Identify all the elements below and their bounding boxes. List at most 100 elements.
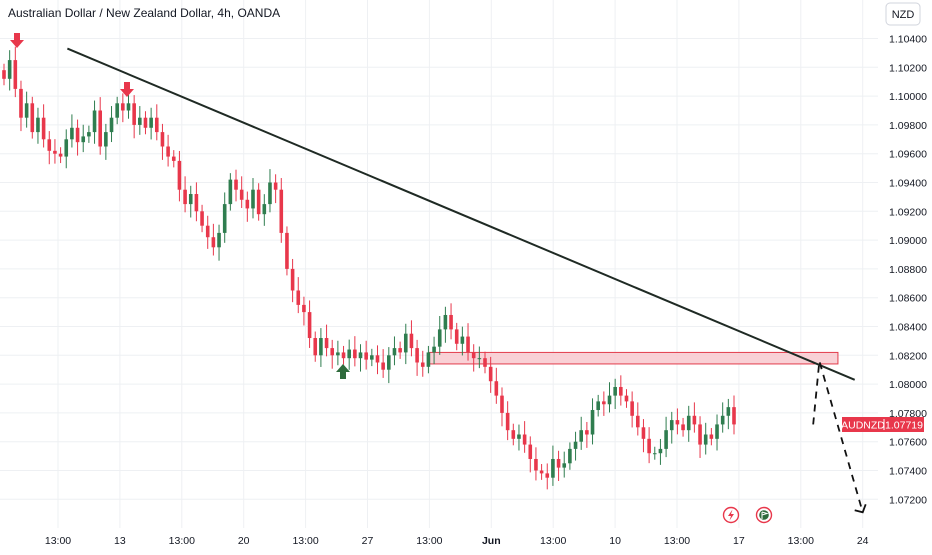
- flag-icon[interactable]: [755, 506, 773, 524]
- candle-body: [477, 358, 482, 360]
- candle-body: [364, 352, 368, 360]
- candle-body: [720, 415, 725, 425]
- candle-body: [449, 314, 453, 330]
- candle-body: [715, 424, 719, 439]
- candle-body: [387, 355, 391, 370]
- y-tick-label: 1.07400: [889, 466, 927, 478]
- candle-body: [647, 438, 651, 454]
- candle-body: [669, 420, 674, 431]
- candle-body: [64, 139, 69, 157]
- y-tick-label: 1.10000: [889, 91, 927, 103]
- candle-body: [381, 362, 385, 370]
- x-tick-label: 13:00: [540, 535, 566, 547]
- candle-body: [70, 127, 74, 140]
- candle-body: [211, 237, 216, 248]
- candle-body: [358, 352, 363, 359]
- x-tick-label: 24: [857, 535, 869, 547]
- candle-body: [273, 182, 278, 190]
- candle-body: [239, 189, 244, 200]
- candle-body: [98, 110, 103, 147]
- candle-body: [19, 88, 23, 118]
- candle-body: [13, 60, 18, 89]
- price-axis[interactable]: 1.10400 1.10200 1.10000 1.09800 1.09600 1.094…: [889, 34, 927, 507]
- x-tick-label: Jun: [482, 535, 501, 547]
- candle-body: [2, 70, 6, 79]
- candle-body: [353, 349, 357, 359]
- y-tick-label: 1.09400: [889, 178, 927, 190]
- candle-body: [398, 348, 402, 353]
- x-tick-label: 17: [733, 535, 745, 547]
- candle-body: [596, 401, 600, 411]
- candle-body: [138, 117, 142, 125]
- x-tick-label: 27: [362, 535, 374, 547]
- candle-body: [53, 150, 57, 154]
- candle-body: [217, 232, 221, 248]
- candle-body: [709, 434, 714, 439]
- candle-body: [256, 189, 261, 215]
- chart-title: Australian Dollar / New Zealand Dollar, …: [8, 6, 280, 20]
- flash-icon[interactable]: [722, 506, 740, 524]
- candle-body: [81, 136, 86, 143]
- candle-body: [115, 103, 119, 118]
- candle-body: [166, 146, 170, 157]
- y-tick-label: 1.09600: [889, 149, 927, 161]
- candle-body: [703, 434, 708, 445]
- candle-body: [579, 430, 584, 442]
- candle-body: [607, 395, 612, 405]
- candle-body: [409, 333, 414, 349]
- y-tick-label: 1.08800: [889, 264, 927, 276]
- candle-body: [341, 352, 346, 359]
- candle-body: [336, 352, 340, 356]
- candle-body: [426, 352, 431, 367]
- x-tick-label: 13:00: [416, 535, 442, 547]
- candle-body: [7, 60, 12, 79]
- x-tick-label: 13:00: [169, 535, 195, 547]
- candle-body: [205, 225, 210, 238]
- candle-body: [443, 314, 448, 330]
- candle-body: [494, 381, 499, 396]
- candle-body: [132, 103, 136, 125]
- price-tag-symbol: AUDNZD: [841, 420, 885, 432]
- x-tick-label: 13:00: [788, 535, 814, 547]
- candle-body: [619, 386, 623, 396]
- x-tick-label: 13:00: [292, 535, 318, 547]
- sell-arrow: [120, 82, 134, 97]
- candle-body: [290, 268, 295, 291]
- candle-body: [613, 386, 617, 396]
- candle-body: [415, 348, 419, 363]
- candle-body: [375, 355, 380, 363]
- candle-body: [522, 434, 527, 445]
- candle-body: [75, 127, 80, 143]
- candle-body: [585, 430, 589, 435]
- x-tick-label: 13:00: [45, 535, 71, 547]
- currency-button[interactable]: NZD: [885, 2, 921, 26]
- candle-body: [437, 329, 442, 347]
- candle-body: [104, 132, 108, 147]
- candle-body: [313, 338, 318, 356]
- candle-body: [534, 458, 538, 471]
- candle-body: [602, 401, 606, 405]
- candle-body: [370, 355, 374, 360]
- candle-body: [160, 132, 165, 147]
- candle-body: [41, 117, 46, 140]
- time-axis[interactable]: 13:00 13 13:00 20 13:00 27 13:00 Jun 13:00 10 13:0…: [45, 535, 869, 547]
- trendline: [66, 47, 856, 381]
- candle-body: [675, 420, 680, 425]
- candle-body: [732, 407, 736, 425]
- candle-body: [200, 211, 204, 226]
- y-tick-label: 1.10400: [889, 34, 927, 46]
- y-tick-label: 1.07600: [889, 437, 927, 449]
- candle-body: [126, 103, 131, 111]
- candle-body: [641, 427, 646, 439]
- candle-body: [528, 444, 533, 459]
- y-tick-label: 1.09000: [889, 235, 927, 247]
- drawing-layer[interactable]: [66, 47, 867, 514]
- candle-body: [392, 348, 397, 356]
- candle-body: [251, 189, 255, 209]
- y-tick-label: 1.08600: [889, 293, 927, 305]
- candle-body: [652, 453, 657, 455]
- x-tick-label: 13:00: [664, 535, 690, 547]
- candle-body: [109, 117, 114, 133]
